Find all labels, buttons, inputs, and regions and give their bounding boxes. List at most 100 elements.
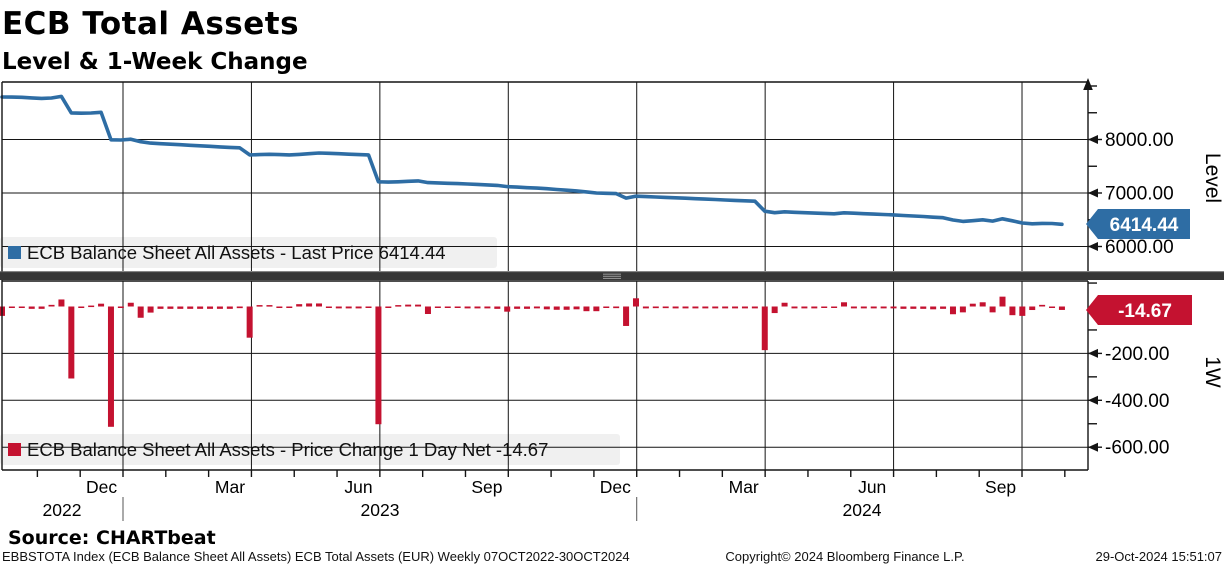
change-bar: [999, 296, 1006, 307]
change-bar: [197, 306, 204, 309]
change-bar: [1029, 306, 1036, 311]
change-bar: [395, 305, 402, 307]
change-bar: [761, 306, 768, 351]
change-bar: [623, 306, 630, 326]
change-bar: [672, 306, 679, 309]
change-last-value-badge: -14.67: [1086, 295, 1192, 325]
change-bar: [682, 306, 689, 309]
change-legend-swatch-icon: [8, 443, 21, 456]
month-label: Dec: [86, 477, 117, 497]
change-badge-shape: [1086, 295, 1192, 325]
tick-arrow-icon: [1088, 348, 1098, 358]
change-bar: [385, 306, 392, 308]
change-bar: [246, 306, 253, 338]
change-legend-strip: [0, 434, 620, 465]
month-label: Mar: [215, 477, 245, 497]
change-bar: [910, 306, 917, 309]
year-label: 2024: [843, 500, 882, 520]
change-bar: [494, 306, 501, 309]
change-bar: [137, 306, 144, 318]
axis-up-arrow-icon: [1083, 78, 1093, 90]
y-tick-label: -400.00: [1105, 391, 1169, 412]
footer-ticker-info: EBBSTOTA Index (ECB Balance Sheet All As…: [2, 549, 630, 564]
change-bar: [801, 306, 808, 309]
tick-arrow-icon: [1088, 242, 1098, 251]
tick-arrow-icon: [1088, 188, 1098, 198]
change-bar: [732, 306, 739, 309]
change-bar: [266, 305, 273, 307]
change-bar: [514, 306, 521, 309]
change-bar: [375, 306, 382, 425]
change-bar: [841, 302, 848, 307]
change-bar: [306, 303, 313, 307]
month-label: Jun: [858, 477, 886, 497]
change-bar: [1009, 306, 1016, 316]
change-bar: [127, 302, 134, 307]
change-bar: [1019, 306, 1026, 316]
change-bar: [949, 306, 956, 315]
y-tick-label: -200.00: [1105, 344, 1169, 365]
level-legend-swatch-icon: [8, 246, 21, 259]
change-bar: [474, 306, 481, 309]
change-bar: [543, 306, 550, 310]
change-bar: [68, 306, 75, 379]
change-bar: [504, 306, 511, 312]
change-bar: [167, 306, 174, 309]
change-bar: [276, 306, 283, 308]
change-bar: [355, 306, 362, 309]
change-bar: [563, 306, 570, 310]
change-bar: [1049, 306, 1056, 308]
change-bar: [722, 306, 729, 309]
tick-arrow-icon: [1088, 135, 1098, 144]
change-bar: [860, 306, 867, 309]
change-bar: [58, 299, 65, 307]
panel-splitter[interactable]: [0, 271, 1224, 281]
change-bar: [236, 306, 243, 309]
splitter-grip-icon[interactable]: [603, 273, 621, 279]
level-badge-shape: [1086, 209, 1190, 239]
level-legend-label: ECB Balance Sheet All Assets - Last Pric…: [27, 242, 446, 263]
footer-timestamp: 29-Oct-2024 15:51:07: [1096, 549, 1222, 564]
change-bar: [157, 306, 164, 309]
generated-series: [0, 94, 1065, 427]
change-bar: [652, 306, 659, 309]
change-bar: [573, 306, 580, 310]
change-bar: [415, 304, 422, 307]
change-bar: [533, 306, 540, 309]
level-axis-title: Level: [1201, 153, 1224, 203]
change-bar: [751, 306, 758, 309]
level-legend-strip: [0, 237, 497, 268]
change-bar: [890, 306, 897, 309]
tick-arrow-icon: [1088, 442, 1098, 452]
change-bar: [18, 306, 25, 308]
y-tick-label: 7000.00: [1105, 184, 1174, 205]
change-bar: [1058, 306, 1065, 310]
change-bar: [216, 306, 223, 309]
change-bar: [315, 303, 322, 307]
change-bar: [335, 306, 342, 309]
change-bar: [771, 306, 778, 314]
change-badge-value: -14.67: [1118, 301, 1172, 322]
year-label: 2023: [361, 500, 400, 520]
change-bar: [741, 306, 748, 309]
source-label: Source: CHARTbeat: [8, 527, 216, 549]
level-legend: ECB Balance Sheet All Assets - Last Pric…: [8, 242, 446, 263]
page-title: ECB Total Assets: [2, 6, 299, 42]
generated-axes: 8000.00 7000.00 6000.00 -200.00 -400.00 -600.…: [1, 78, 1174, 471]
generated-gridlines: [2, 82, 1088, 470]
change-bar: [256, 305, 263, 307]
y-tick-label: 6000.00: [1105, 237, 1174, 258]
change-legend-label: ECB Balance Sheet All Assets - Price Cha…: [27, 439, 548, 460]
change-bar: [296, 304, 303, 307]
change-legend: ECB Balance Sheet All Assets - Price Cha…: [8, 439, 548, 460]
change-bar: [524, 306, 531, 309]
month-label: Jun: [344, 477, 372, 497]
change-bar: [177, 306, 184, 309]
change-bar: [603, 306, 610, 308]
change-bar: [107, 306, 114, 427]
change-bar: [424, 306, 431, 315]
change-bar: [692, 306, 699, 309]
level-line-series: [0, 94, 1064, 227]
change-bar: [821, 306, 828, 308]
